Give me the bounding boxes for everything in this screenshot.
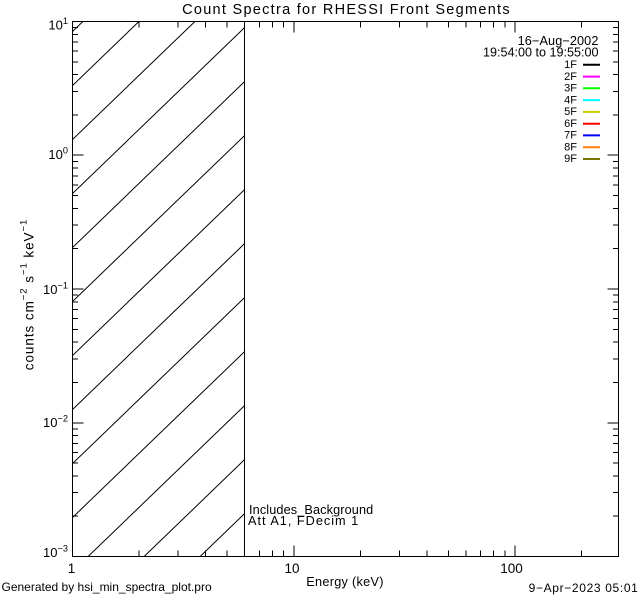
svg-text:9−Apr−2023 05:01: 9−Apr−2023 05:01 (529, 581, 639, 595)
svg-text:Includes_Background: Includes_Background (249, 503, 373, 517)
svg-text:100: 100 (500, 561, 523, 576)
svg-text:8F: 8F (564, 141, 577, 153)
svg-text:Generated by hsi_min_spectra_p: Generated by hsi_min_spectra_plot.pro (2, 580, 212, 594)
svg-text:7F: 7F (564, 130, 577, 142)
svg-text:6F: 6F (564, 118, 577, 130)
svg-text:Att A1, FDecim 1: Att A1, FDecim 1 (248, 514, 359, 528)
svg-text:19:54:00 to 19:55:00: 19:54:00 to 19:55:00 (483, 46, 599, 60)
svg-text:16−Aug−2002: 16−Aug−2002 (518, 34, 599, 48)
svg-text:9F: 9F (564, 153, 577, 165)
svg-text:1F: 1F (564, 59, 577, 71)
svg-text:1: 1 (68, 561, 76, 576)
svg-text:4F: 4F (564, 94, 577, 106)
svg-text:Energy (keV): Energy (keV) (306, 575, 383, 589)
svg-text:2F: 2F (564, 71, 577, 83)
svg-text:counts cm−2​ s−1​ keV−1​: counts cm−2​ s−1​ keV−1​ (18, 219, 36, 371)
svg-text:3F: 3F (564, 83, 577, 95)
svg-text:10: 10 (284, 561, 299, 576)
svg-text:Count Spectra for RHESSI Front: Count Spectra for RHESSI Front Segments (182, 2, 511, 18)
svg-text:5F: 5F (564, 106, 577, 118)
